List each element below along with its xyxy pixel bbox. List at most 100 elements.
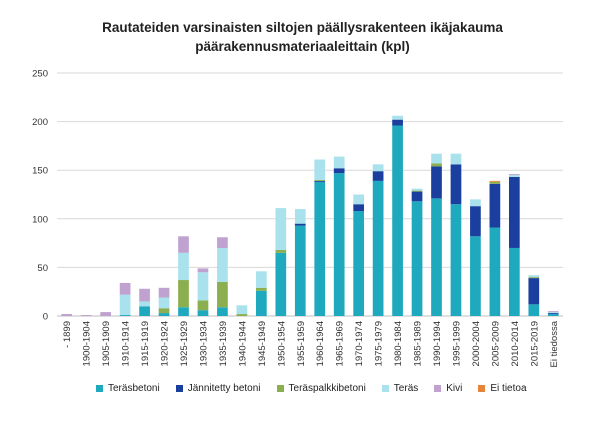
x-tick-label: 1990-1994: [432, 321, 443, 366]
bar-segment: [197, 300, 209, 311]
bar-segment: [508, 174, 520, 176]
legend-item: Teräsbetoni: [96, 383, 160, 394]
bar-segment: [80, 315, 92, 316]
x-tick-label: 2010-2014: [510, 321, 521, 366]
bar-segment: [431, 198, 442, 316]
bar-segment: [470, 236, 481, 316]
x-tick-label: 1925-1929: [179, 321, 190, 366]
legend-swatch: [276, 385, 284, 392]
legend-swatch: [478, 385, 486, 392]
bar-segment: [333, 156, 345, 169]
bar-segment: [372, 171, 384, 181]
bar-segment: [470, 199, 481, 207]
bar-segment: [197, 310, 209, 316]
bar-segment: [294, 209, 306, 224]
bar-segment: [411, 191, 423, 202]
bar-segment: [411, 201, 423, 316]
bar-segment: [119, 294, 131, 316]
x-tick-label: 2015-2019: [529, 321, 540, 366]
legend-label: Teräsbetoni: [108, 383, 160, 394]
bar-segment: [431, 163, 442, 167]
bar-segment: [392, 125, 403, 316]
bar-segment: [508, 177, 520, 248]
bar-segment: [119, 315, 131, 316]
legend-label: Teräspalkkibetoni: [288, 383, 366, 394]
x-tick-label: 1935-1939: [218, 321, 229, 366]
bar-segment: [528, 278, 540, 305]
legend-swatch: [96, 385, 103, 392]
bar-segment: [547, 314, 559, 316]
bar-segment: [508, 175, 520, 178]
y-tick-label: 150: [32, 166, 48, 177]
y-tick-label: 250: [32, 69, 48, 80]
x-tick-label: 1930-1934: [198, 321, 209, 366]
x-axis-ticks: - 1899 1900-1904 1905-1909 1910-1914 1915-19…: [62, 320, 560, 367]
x-tick-label: 1985-1989: [413, 321, 424, 366]
bar-segment: [528, 304, 540, 316]
bar-segment: [392, 115, 403, 120]
bar-segment: [353, 204, 365, 212]
gridlines: [57, 72, 563, 317]
bar-segment: [255, 290, 267, 316]
x-tick-label: 1970-1974: [354, 321, 365, 366]
legend-label: Ei tietoa: [490, 383, 527, 394]
legend-item: Ei tietoa: [478, 383, 527, 394]
legend-label: Jännitetty betoni: [187, 383, 261, 394]
bar-segment: [255, 287, 267, 291]
bar-segment: [139, 288, 150, 302]
x-tick-label: 1950-1954: [276, 321, 287, 366]
bar-segment: [314, 159, 326, 180]
bar-segment: [178, 236, 189, 253]
bar-segment: [508, 247, 520, 316]
bar-segment: [450, 153, 462, 165]
bar-segment: [61, 314, 73, 316]
bar-segment: [353, 211, 365, 316]
bar-segment: [411, 190, 423, 192]
y-tick-label: 0: [43, 312, 48, 323]
bar-segment: [275, 208, 287, 250]
x-tick-label: 1940-1944: [237, 321, 248, 366]
y-axis-ticks: 0 50 100 150 200 250: [32, 69, 48, 323]
bar-segment: [158, 287, 170, 298]
bar-segment: [236, 314, 248, 316]
bar-segment: [158, 297, 170, 309]
x-tick-label: 1975-1979: [374, 321, 385, 366]
bar-segment: [236, 305, 248, 315]
bar-segment: [217, 247, 228, 282]
x-tick-label: 1915-1919: [140, 321, 151, 366]
bar-segment: [197, 268, 209, 273]
y-tick-label: 100: [32, 214, 48, 225]
x-tick-label: 1955-1959: [296, 321, 307, 366]
bar-segment: [197, 272, 209, 301]
x-tick-label: 2005-2009: [490, 321, 501, 366]
bar-segment: [275, 252, 287, 316]
y-tick-label: 200: [32, 117, 48, 128]
bar-segment: [431, 153, 442, 164]
x-tick-label: - 1899: [62, 321, 73, 348]
bar-segment: [158, 308, 170, 314]
bar-segment: [178, 252, 189, 281]
x-tick-label: 1900-1904: [82, 321, 93, 366]
bar-segment: [294, 223, 306, 226]
bar-segment: [489, 180, 501, 182]
legend-item: Teräspalkkibetoni: [276, 383, 366, 394]
legend-label: Kivi: [446, 383, 463, 394]
bar-segment: [392, 119, 403, 126]
bar-segment: [547, 313, 559, 315]
chart-legend: Teräsbetoni Jännitetty betoni Teräspalkkib…: [96, 383, 527, 394]
bar-segment: [547, 312, 559, 314]
y-tick-label: 50: [37, 263, 48, 274]
bar-segment: [100, 312, 112, 316]
bar-segment: [431, 166, 442, 199]
bar-segment: [470, 206, 481, 237]
bar-series: [61, 115, 559, 316]
bar-segment: [314, 179, 326, 181]
x-tick-label: 1920-1924: [160, 321, 171, 366]
x-tick-label: 1910-1914: [121, 321, 132, 366]
x-tick-label: 1960-1964: [315, 321, 326, 366]
bar-segment: [217, 237, 228, 248]
bar-segment: [372, 164, 384, 172]
bar-segment: [489, 181, 501, 184]
